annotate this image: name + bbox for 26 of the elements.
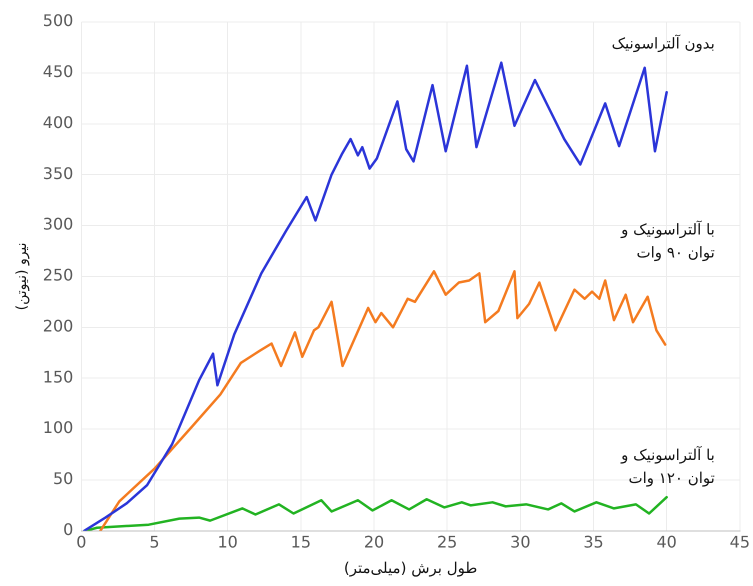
y-tick-label: 200 [42, 316, 74, 336]
x-tick-label: 20 [364, 532, 384, 552]
x-tick-label: 35 [583, 532, 604, 552]
y-tick-label: 350 [42, 164, 74, 183]
x-tick-label: 45 [730, 532, 750, 552]
x-tick-label: 25 [436, 532, 458, 552]
y-tick-label: 400 [42, 112, 74, 132]
series-label: با آلتراسونیک و توان ۱۲۰ وات [620, 445, 715, 488]
text: بدون آلتراسونیک [612, 34, 715, 53]
y-tick-label: 450 [42, 62, 74, 82]
y-tick-label: 50 [52, 469, 74, 488]
y-tick-label: 250 [42, 266, 74, 285]
x-tick-label: 10 [217, 532, 238, 552]
series-label: با آلتراسونیک و توان ۹۰ وات [620, 219, 715, 262]
y-axis-title: نیرو (نیوتن) [14, 242, 30, 310]
x-tick-label: 15 [290, 532, 312, 552]
x-tick-label: 5 [149, 532, 160, 552]
x-tick-label: 0 [76, 532, 86, 552]
y-tick-label: 100 [42, 418, 74, 438]
x-axis-title: طول برش (میلی‌متر) [344, 558, 478, 577]
x-tick-label: 30 [510, 532, 531, 552]
y-tick-label: 300 [42, 214, 74, 234]
y-tick-label: 500 [42, 11, 74, 30]
y-tick-label: 150 [42, 367, 74, 386]
y-tick-label: 0 [63, 520, 74, 539]
x-tick-label: 40 [656, 532, 677, 552]
